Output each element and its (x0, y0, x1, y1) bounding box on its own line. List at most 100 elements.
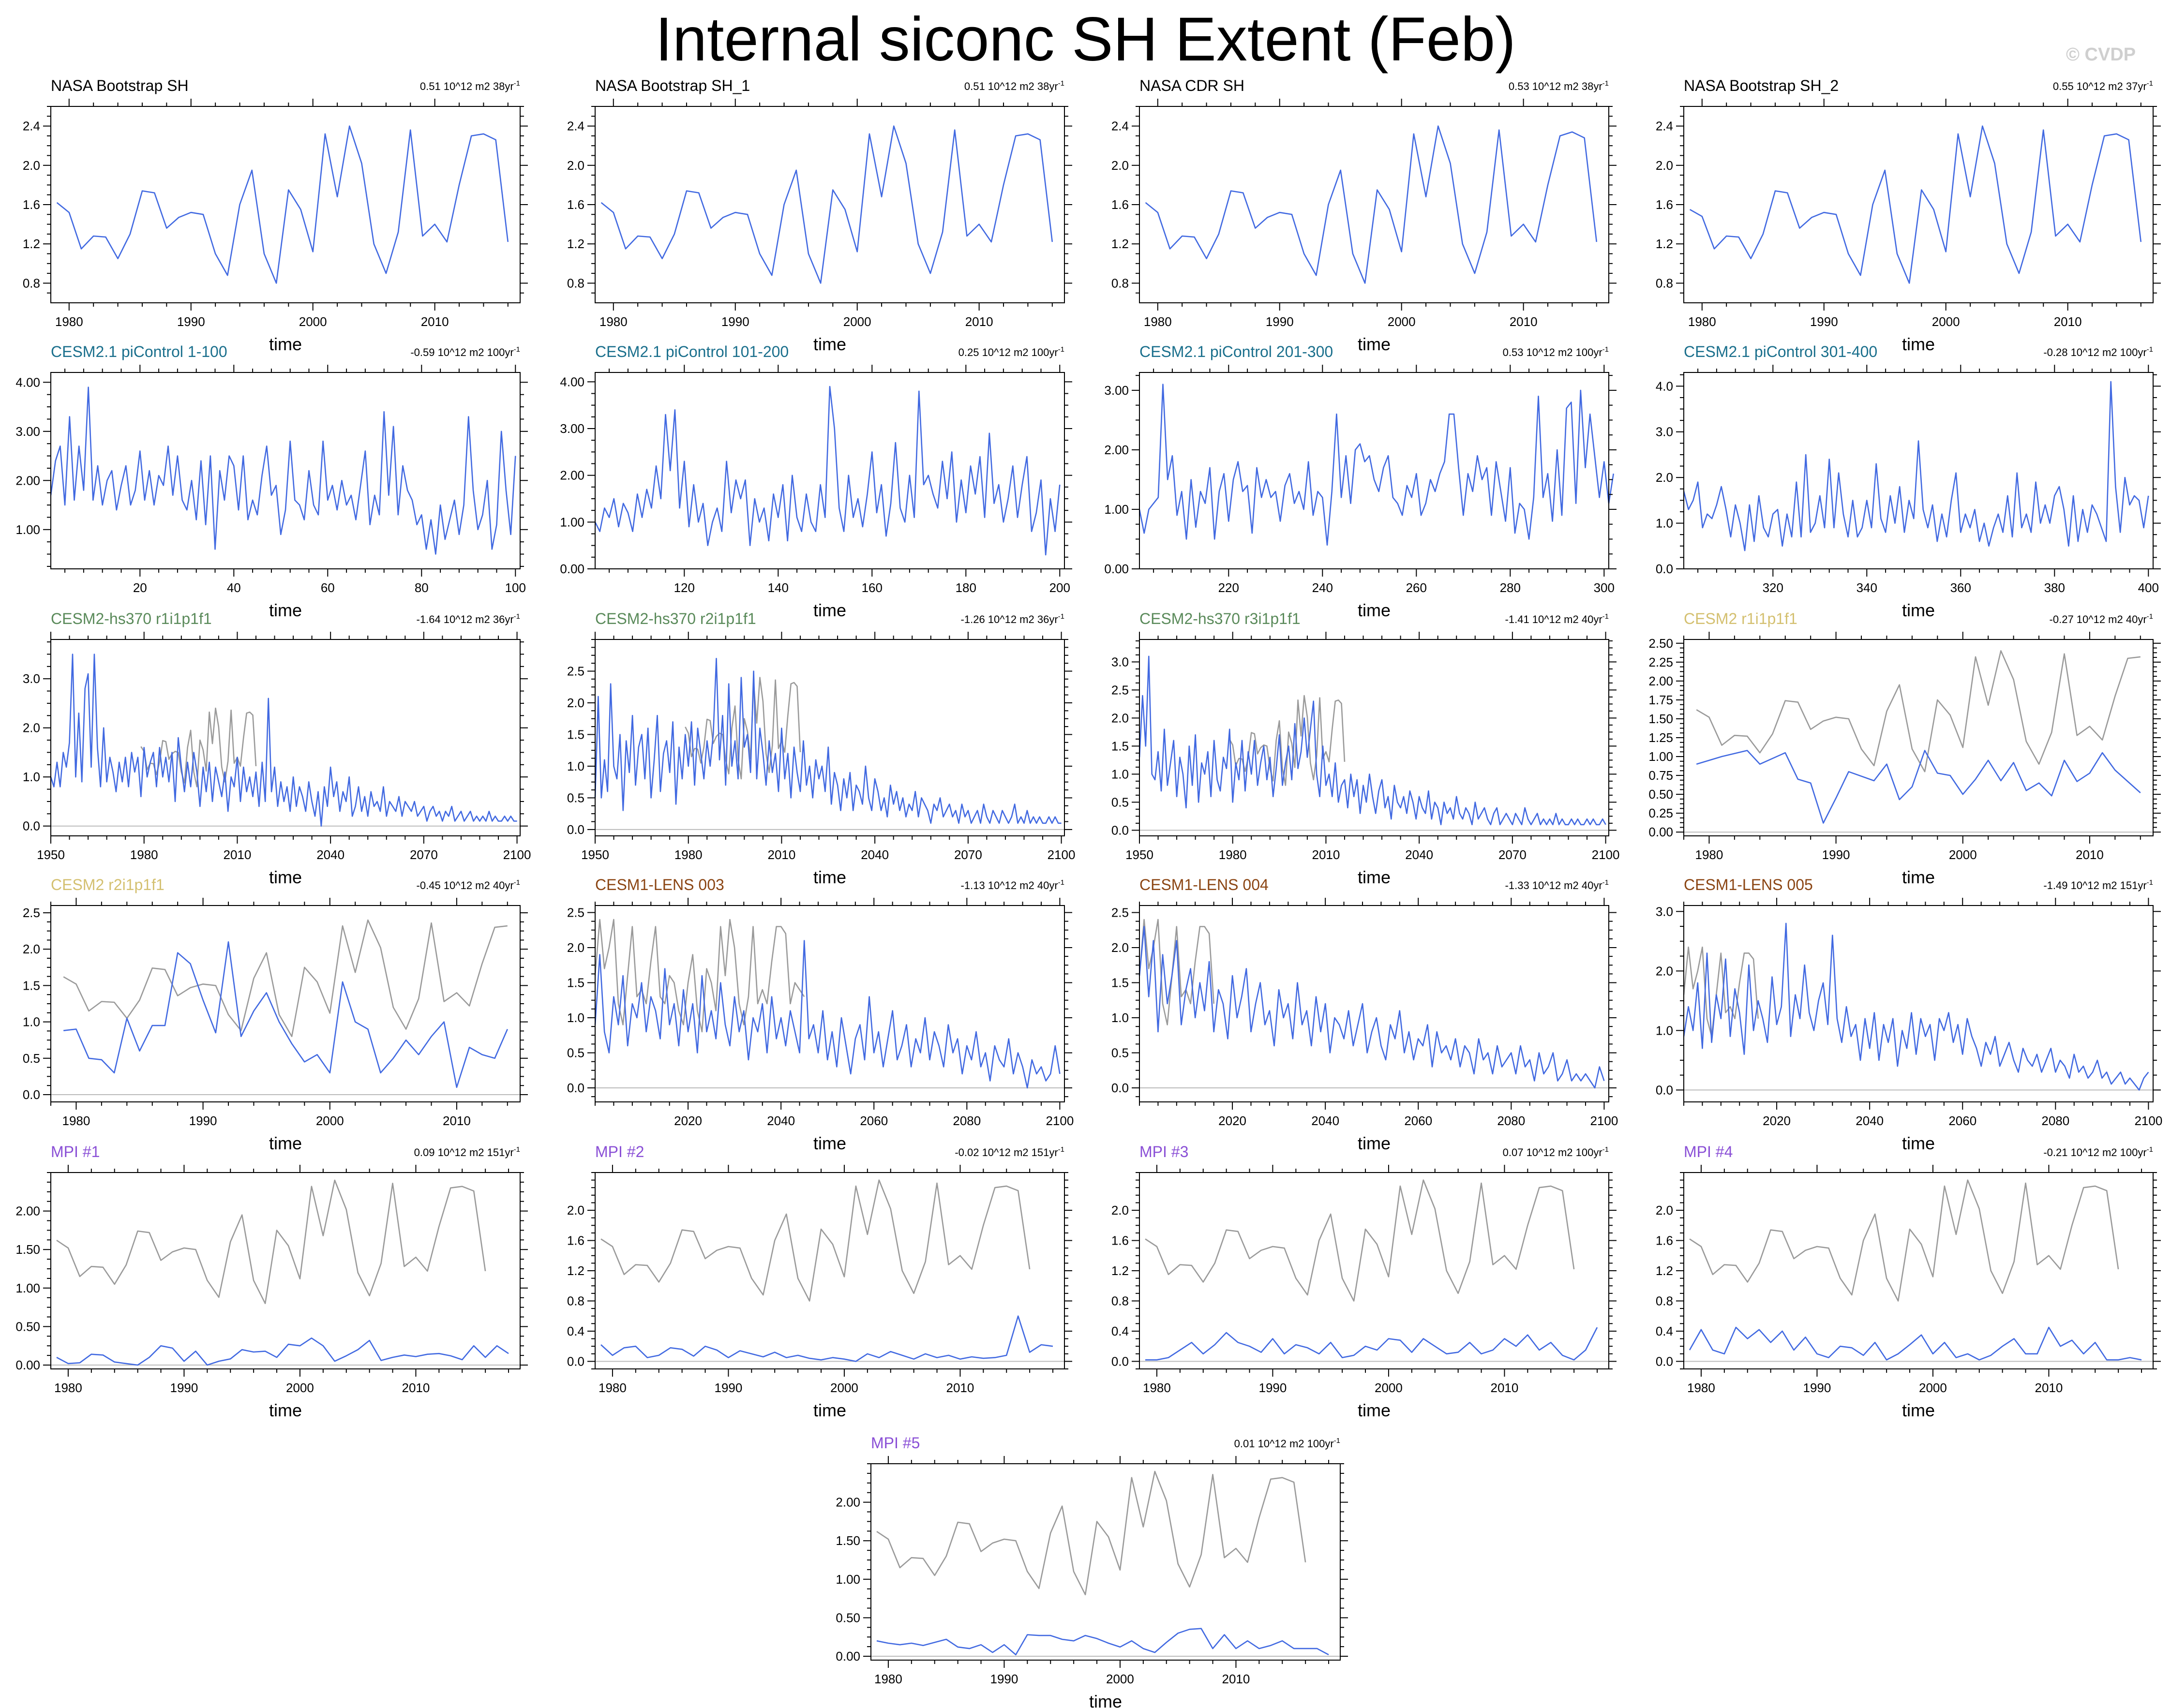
series-line-obs (56, 125, 509, 284)
x-axis-label: time (1902, 600, 1935, 620)
y-tick-label: 2.5 (1111, 683, 1129, 697)
series-line-sim (594, 658, 1062, 824)
y-tick-label: 0.00 (1648, 825, 1673, 839)
plot-frame (50, 1172, 521, 1369)
y-tick-label: 1.2 (567, 1263, 584, 1278)
x-tick-label: 1980 (55, 314, 83, 329)
series-line-sim (50, 386, 516, 555)
x-tick-label: 260 (1406, 580, 1427, 595)
y-tick-label: 2.4 (1656, 119, 1673, 134)
x-tick-label: 1990 (170, 1381, 198, 1395)
series-line-obs (1145, 125, 1598, 284)
y-tick-label: 2.5 (567, 664, 584, 678)
plot-frame (1139, 372, 1609, 569)
x-tick-label: 1990 (990, 1672, 1018, 1686)
x-tick-label: 2000 (1388, 314, 1416, 329)
y-tick-label: 1.6 (1111, 1233, 1129, 1248)
x-tick-label: 2010 (224, 847, 252, 862)
y-tick-label: 1.2 (567, 237, 584, 251)
x-tick-label: 40 (227, 580, 241, 595)
x-tick-label: 2010 (443, 1114, 471, 1128)
panel-title: CESM1-LENS 004 (1139, 876, 1269, 893)
x-tick-label: 160 (862, 580, 883, 595)
plot-frame (1139, 905, 1609, 1102)
x-axis-label: time (813, 334, 846, 354)
trend-label: -0.59 10^12 m2 100yr-1 (410, 345, 520, 358)
series-line-obs (876, 1470, 1306, 1595)
x-tick-label: 220 (1218, 580, 1239, 595)
y-tick-label: 0.5 (567, 790, 584, 805)
y-tick-label: 0.0 (1111, 1354, 1129, 1368)
panel-5: CESM2.1 piControl 1-100 -0.59 10^12 m2 10… (15, 343, 528, 620)
panel-title: NASA Bootstrap SH (51, 77, 189, 94)
series-line-obs (1696, 650, 2141, 772)
x-tick-label: 2010 (1312, 847, 1340, 862)
y-tick-label: 3.00 (560, 421, 584, 436)
panel-6: CESM2.1 piControl 101-200 0.25 10^12 m2 1… (560, 343, 1072, 620)
x-tick-label: 2060 (1948, 1114, 1976, 1128)
x-tick-label: 2000 (1106, 1672, 1134, 1686)
y-tick-label: 1.6 (23, 197, 40, 212)
x-tick-label: 1980 (599, 1381, 627, 1395)
trend-label: -1.64 10^12 m2 36yr-1 (417, 612, 520, 625)
y-tick-label: 1.5 (1111, 739, 1129, 753)
y-tick-label: 0.0 (1656, 1083, 1673, 1097)
x-tick-label: 2060 (1404, 1114, 1432, 1128)
plot-frame (595, 372, 1065, 569)
y-tick-label: 2.0 (1656, 470, 1673, 485)
x-tick-label: 2000 (1949, 847, 1977, 862)
y-tick-label: 2.5 (1111, 906, 1129, 920)
plot-frame (595, 639, 1065, 836)
y-tick-label: 2.0 (23, 158, 40, 173)
y-tick-label: 0.5 (23, 1051, 40, 1066)
panel-title: CESM2-hs370 r2i1p1f1 (595, 610, 756, 627)
series-line-sim (594, 386, 1061, 556)
plot-frame (50, 372, 521, 569)
x-tick-label: 2000 (1919, 1381, 1947, 1395)
y-tick-label: 0.8 (1656, 276, 1673, 290)
x-axis-label: time (1902, 1400, 1935, 1420)
y-tick-label: 1.0 (1111, 1010, 1129, 1025)
y-tick-label: 2.00 (1104, 443, 1129, 457)
x-tick-label: 2010 (1222, 1672, 1250, 1686)
x-tick-label: 1980 (674, 847, 703, 862)
panel-13: CESM2 r2i1p1f1 -0.45 10^12 m2 40yr-1 1980 1… (23, 876, 528, 1153)
panel-7: CESM2.1 piControl 201-300 0.53 10^12 m2 1… (1104, 343, 1617, 620)
plot-frame (1139, 639, 1609, 836)
panel-18: MPI #2 -0.02 10^12 m2 151yr-1 1980 1990 2000… (567, 1143, 1072, 1420)
y-tick-label: 2.00 (836, 1495, 860, 1510)
panel-8: CESM2.1 piControl 301-400 -0.28 10^12 m2 … (1656, 343, 2161, 620)
x-tick-label: 180 (956, 580, 976, 595)
y-tick-label: 0.50 (15, 1319, 40, 1334)
x-tick-label: 2010 (1510, 314, 1538, 329)
x-axis-label: time (269, 334, 302, 354)
plot-frame (870, 1463, 1341, 1661)
y-tick-label: 1.0 (23, 770, 40, 784)
y-tick-label: 0.0 (1656, 1354, 1673, 1368)
panel-title: MPI #3 (1139, 1143, 1188, 1160)
y-tick-label: 1.0 (1656, 516, 1673, 531)
panel-title: CESM2.1 piControl 301-400 (1684, 343, 1877, 360)
x-tick-label: 2020 (1218, 1114, 1246, 1128)
y-tick-label: 0.8 (1111, 1293, 1129, 1308)
panel-title: NASA Bootstrap SH_2 (1684, 77, 1839, 94)
y-tick-label: 2.50 (1648, 636, 1673, 651)
trend-label: 0.51 10^12 m2 38yr-1 (420, 79, 520, 92)
panel-11: CESM2-hs370 r3i1p1f1 -1.41 10^12 m2 40yr-… (1111, 610, 1620, 887)
x-tick-label: 2080 (2041, 1114, 2069, 1128)
plot-frame (1683, 372, 2154, 569)
y-tick-label: 0.4 (567, 1324, 584, 1338)
plot-frame (1683, 106, 2154, 303)
y-tick-label: 1.2 (1656, 1263, 1673, 1278)
plot-frame (50, 106, 521, 303)
trend-label: -1.41 10^12 m2 40yr-1 (1505, 612, 1609, 625)
y-tick-label: 0.50 (1648, 787, 1673, 802)
x-tick-label: 2010 (946, 1381, 974, 1395)
x-tick-label: 80 (415, 580, 429, 595)
x-tick-label: 320 (1763, 580, 1783, 595)
panel-17: MPI #1 0.09 10^12 m2 151yr-1 1980 1990 2000 2… (15, 1143, 528, 1420)
x-tick-label: 2010 (2054, 314, 2082, 329)
x-tick-label: 2080 (953, 1114, 981, 1128)
trend-label: -0.28 10^12 m2 100yr-1 (2043, 345, 2153, 358)
